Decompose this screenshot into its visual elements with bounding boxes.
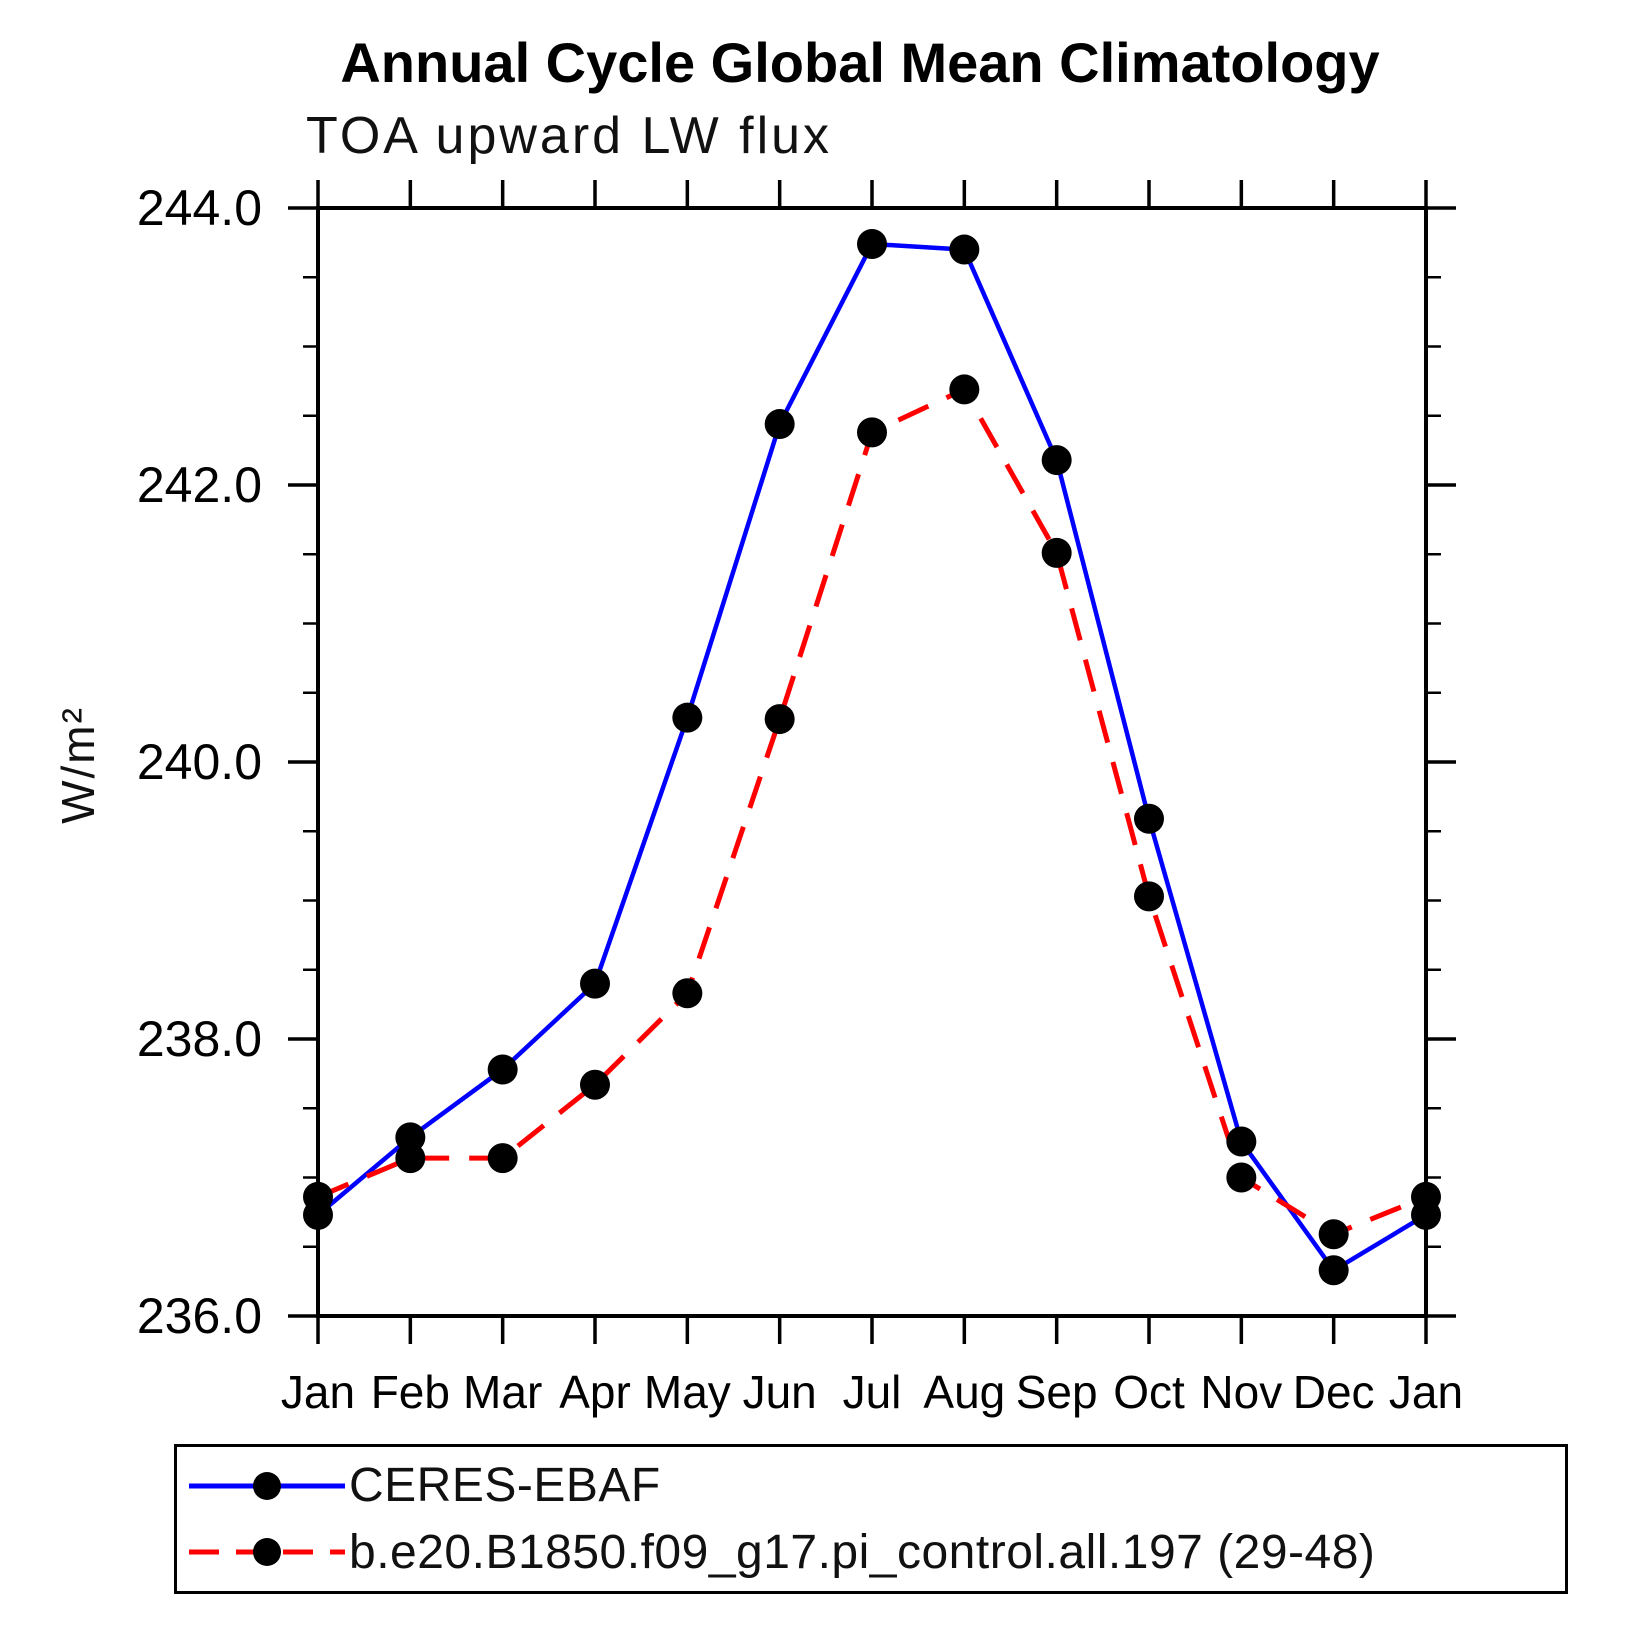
data-point <box>1411 1181 1441 1212</box>
data-point <box>764 704 795 735</box>
data-point <box>1226 1126 1257 1157</box>
x-tick-label: Jul <box>843 1366 902 1418</box>
y-tick-label: 236.0 <box>137 1288 262 1344</box>
legend-item-ceres-ebaf: CERES-EBAF <box>187 1454 1557 1518</box>
data-point <box>487 1054 518 1085</box>
data-point <box>395 1143 426 1174</box>
data-point <box>857 229 887 260</box>
data-point <box>303 1181 333 1212</box>
data-point <box>1041 537 1072 568</box>
data-point <box>487 1143 518 1174</box>
x-tick-label: Jan <box>281 1366 355 1418</box>
x-tick-label: Sep <box>1016 1366 1098 1418</box>
data-point <box>580 968 610 999</box>
series-line-model <box>317 386 1427 1237</box>
data-point <box>395 1122 426 1153</box>
chart-title: Annual Cycle Global Mean Climatology <box>340 31 1380 94</box>
x-tick-label: Feb <box>371 1366 450 1418</box>
legend-label: CERES-EBAF <box>349 1459 661 1513</box>
legend-label: b.e20.B1850.f09_g17.pi_control.all.197 (… <box>349 1525 1376 1579</box>
x-tick-label: Nov <box>1200 1366 1282 1418</box>
x-tick-label: Oct <box>1113 1366 1185 1418</box>
x-tick-label: Jan <box>1389 1366 1463 1418</box>
data-point <box>672 978 703 1009</box>
legend-swatch-dashed-line <box>189 1538 345 1567</box>
data-point <box>857 417 887 448</box>
legend-swatch-marker <box>253 1471 281 1500</box>
data-point <box>764 409 795 440</box>
y-tick-label: 242.0 <box>137 457 262 513</box>
data-point <box>1041 445 1072 476</box>
data-point <box>949 234 980 265</box>
x-tick-label: Dec <box>1293 1366 1375 1418</box>
data-point <box>1318 1219 1349 1250</box>
x-tick-label: Jun <box>743 1366 817 1418</box>
series-line-ceres <box>316 241 1428 1273</box>
legend-swatch-marker <box>253 1538 281 1567</box>
y-tick-label: 238.0 <box>137 1011 262 1067</box>
x-tick-label: Mar <box>463 1366 542 1418</box>
x-tick-label: May <box>644 1366 731 1418</box>
y-tick-label: 244.0 <box>137 180 262 236</box>
legend-swatch-solid-line <box>189 1471 345 1500</box>
data-point <box>1134 881 1164 912</box>
plot-frame <box>316 206 1428 1318</box>
x-tick-label: Apr <box>559 1366 631 1418</box>
data-point <box>580 1069 610 1100</box>
data-point <box>1318 1255 1349 1286</box>
data-point <box>1226 1162 1257 1193</box>
x-tick-label: Aug <box>923 1366 1005 1418</box>
legend-item-model-run: b.e20.B1850.f09_g17.pi_control.all.197 (… <box>187 1520 1557 1584</box>
data-point <box>672 702 703 733</box>
chart-subtitle: TOA upward LW flux <box>306 107 833 165</box>
legend-box: CERES-EBAF b.e20.B1850.f09_g17.pi_contro… <box>174 1444 1568 1594</box>
y-tick-label: 240.0 <box>137 734 262 790</box>
data-point <box>949 374 980 405</box>
data-point <box>1134 803 1164 834</box>
